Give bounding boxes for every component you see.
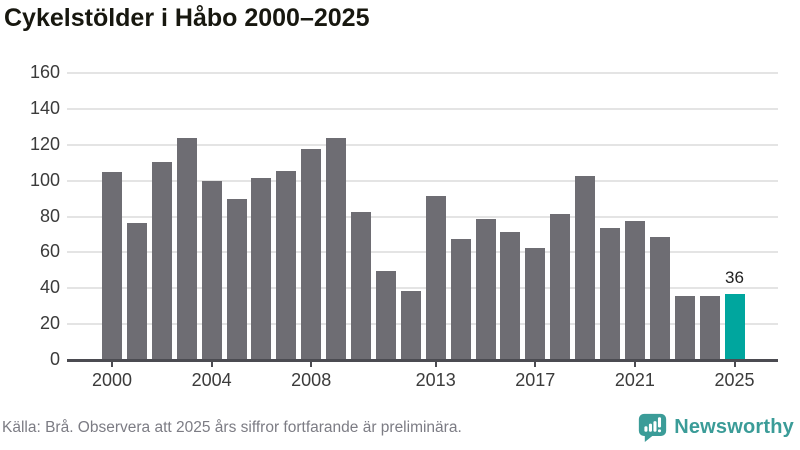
x-tick-2000 (111, 360, 113, 367)
y-tick-label-0: 0 (49, 349, 60, 369)
x-tick-2008 (310, 360, 313, 367)
plot-area: 0 20 40 60 80 100 120 140 160 36 2000 2004 2008 2013 2… (30, 62, 778, 390)
bar-2012 (400, 290, 421, 359)
bar-2008 (301, 149, 322, 359)
bar-2011 (375, 271, 396, 359)
y-tick-label-60: 60 (39, 241, 60, 262)
x-tick-label-2000: 2000 (91, 370, 133, 390)
bar-2002 (151, 161, 172, 359)
x-tick-label-2025: 2025 (714, 370, 755, 390)
newsworthy-logo-text: Newsworthy (674, 416, 794, 438)
bar-2006 (251, 177, 272, 359)
x-tick-label-2013: 2013 (415, 370, 456, 390)
y-tick-label-160: 160 (29, 62, 60, 82)
x-tick-label-2021: 2021 (614, 370, 655, 390)
gridline-y-40 (67, 287, 778, 290)
footer: Källa: Brå. Observera att 2025 års siffr… (0, 410, 800, 450)
bar-2022 (649, 237, 670, 359)
x-tick-2004 (210, 360, 213, 367)
chart-title: Cykelstölder i Håbo 2000–2025 (4, 4, 370, 32)
gridline-y-20 (67, 323, 778, 326)
bar-2007 (276, 170, 297, 359)
y-tick-label-120: 120 (29, 133, 60, 154)
bar-2013 (425, 195, 446, 359)
y-tick-label-80: 80 (39, 205, 60, 226)
bar-2024 (699, 296, 720, 359)
bar-2019 (575, 176, 596, 359)
bar-2021 (624, 220, 645, 359)
y-tick-label-100: 100 (29, 169, 60, 190)
bar-2005 (226, 199, 247, 359)
bar-2020 (600, 228, 620, 359)
gridline-y-100 (67, 179, 778, 182)
bar-2003 (176, 138, 197, 359)
gridline-y-120 (67, 143, 778, 146)
bar-2025-highlighted (724, 294, 745, 359)
bar-2014 (450, 238, 471, 359)
x-tick-2021 (633, 360, 636, 367)
bar-2017 (525, 247, 546, 359)
y-tick-label-40: 40 (39, 277, 60, 298)
gridline-y-80 (67, 215, 778, 218)
newsworthy-speech-bubble-barchart-icon (639, 413, 667, 442)
bar-2009 (326, 138, 347, 359)
bar-2018 (550, 213, 571, 359)
bar-2004 (201, 181, 222, 359)
x-tick-label-2004: 2004 (191, 370, 232, 390)
gridline-y-160 (67, 72, 778, 74)
highlight-value-label: 36 (725, 268, 744, 288)
newsworthy-logo: Newsworthy (638, 413, 794, 442)
x-tick-2013 (434, 360, 437, 367)
x-tick-label-2017: 2017 (515, 370, 556, 390)
bar-2016 (500, 231, 521, 359)
x-axis-line (67, 359, 778, 362)
bar-2023 (674, 296, 695, 359)
bar-2001 (126, 222, 147, 359)
bar-2015 (475, 219, 496, 359)
bar-2010 (351, 211, 371, 359)
y-tick-label-140: 140 (29, 97, 60, 118)
y-tick-label-20: 20 (39, 313, 60, 334)
source-note: Källa: Brå. Observera att 2025 års siffr… (2, 419, 462, 436)
x-tick-label-2008: 2008 (291, 370, 332, 390)
x-tick-2017 (534, 360, 537, 367)
gridline-y-140 (67, 107, 778, 110)
x-tick-2025 (733, 360, 736, 367)
gridline-y-60 (67, 251, 778, 254)
bar-2000 (102, 172, 122, 359)
